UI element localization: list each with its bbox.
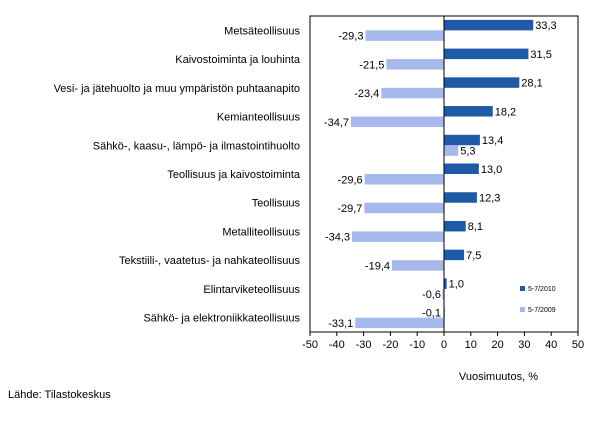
legend-swatch — [520, 307, 525, 312]
data-label: -0,1 — [422, 307, 441, 319]
data-label: -21,5 — [359, 59, 384, 71]
x-tick-label: 50 — [572, 339, 584, 351]
bar-series-2 — [364, 174, 444, 185]
bar-series-2 — [392, 260, 444, 271]
data-label: 5,3 — [460, 146, 475, 158]
category-label: Tekstiili-, vaatetus- ja nahkateollisuus — [119, 255, 300, 267]
bar-series-2 — [444, 145, 459, 156]
x-tick-label: -10 — [409, 339, 425, 351]
x-tick-label: 0 — [441, 339, 447, 351]
bar-series-1 — [444, 48, 529, 60]
data-label: -29,7 — [337, 203, 362, 215]
source-note: Lähde: Tilastokeskus — [8, 389, 111, 401]
x-tick-label: -50 — [302, 339, 318, 351]
bar-series-2 — [381, 87, 444, 99]
bar-series-2 — [365, 30, 444, 41]
bar-series-2 — [355, 317, 444, 329]
bar-series-2 — [386, 59, 444, 70]
data-label: -0,6 — [422, 289, 441, 301]
bar-series-1 — [444, 19, 534, 31]
category-label: Vesi- ja jätehuolto ja muu ympäristön pu… — [54, 83, 300, 95]
data-label: 13,4 — [482, 135, 503, 147]
data-label: -29,6 — [338, 174, 363, 186]
data-label: 28,1 — [521, 78, 542, 90]
bar-series-1 — [444, 163, 479, 174]
bar-series-1 — [444, 77, 520, 88]
data-label: 18,2 — [495, 106, 516, 118]
bar-series-2 — [364, 202, 444, 214]
data-label: 12,3 — [479, 192, 500, 204]
category-label: Sähkö-, kaasu-, lämpö- ja ilmastointihuo… — [93, 140, 300, 152]
category-labels: Metsäteollisuus Kaivostoiminta ja louhint… — [54, 25, 301, 324]
bar-series-1 — [444, 192, 477, 203]
category-label: Sähkö- ja elektroniikkateollisuus — [143, 313, 300, 325]
category-label: Metalliteollisuus — [222, 226, 300, 238]
bar-series-2 — [351, 116, 444, 128]
data-label: -23,4 — [354, 88, 379, 100]
bar-series-1 — [444, 278, 447, 289]
data-label: -29,3 — [338, 31, 363, 43]
data-labels: 33,3 -29,3 31,5 -21,5 28,1 -23,4 18,2 -34,7 13,4… — [324, 20, 557, 330]
category-label: Kemianteollisuus — [217, 112, 301, 124]
legend-label: 5-7/2009 — [528, 307, 556, 314]
x-tick-label: -20 — [382, 339, 398, 351]
category-label: Metsäteollisuus — [224, 25, 300, 37]
data-label: 31,5 — [530, 49, 551, 61]
x-tick-label: 30 — [518, 339, 530, 351]
data-label: -19,4 — [365, 260, 390, 272]
data-label: -34,7 — [324, 117, 349, 129]
x-axis-title: Vuosimuutos, % — [459, 371, 538, 383]
x-tick-label: 40 — [545, 339, 557, 351]
bar-series-2 — [352, 231, 444, 242]
bar-series-1 — [444, 134, 480, 146]
bar-series-1 — [444, 106, 493, 117]
data-label: 33,3 — [535, 20, 556, 32]
category-label: Teollisuus — [252, 198, 301, 210]
x-tick-label: 20 — [491, 339, 503, 351]
data-label: 7,5 — [466, 250, 481, 262]
x-tick-label: -40 — [329, 339, 345, 351]
legend: 5-7/2010 5-7/2009 — [520, 286, 556, 314]
bars-group — [351, 19, 534, 329]
legend-swatch — [520, 286, 525, 291]
category-label: Teollisuus ja kaivostoiminta — [167, 169, 301, 181]
data-label: 8,1 — [468, 221, 483, 233]
data-label: -33,1 — [328, 318, 353, 330]
category-label: Kaivostoiminta ja louhinta — [175, 54, 301, 66]
x-axis: -50 -40 -30 -20 -10 0 10 20 30 40 50 — [302, 16, 584, 351]
bar-series-1 — [444, 249, 465, 261]
category-label: Elintarviketeollisuus — [203, 284, 300, 296]
x-tick-label: -30 — [356, 339, 372, 351]
data-label: -34,3 — [325, 232, 350, 244]
bar-series-1 — [444, 220, 466, 232]
bar-series-2 — [442, 288, 444, 300]
data-label: 1,0 — [449, 279, 464, 291]
x-tick-label: 10 — [465, 339, 477, 351]
data-label: 13,0 — [481, 164, 502, 176]
legend-label: 5-7/2010 — [528, 286, 556, 293]
